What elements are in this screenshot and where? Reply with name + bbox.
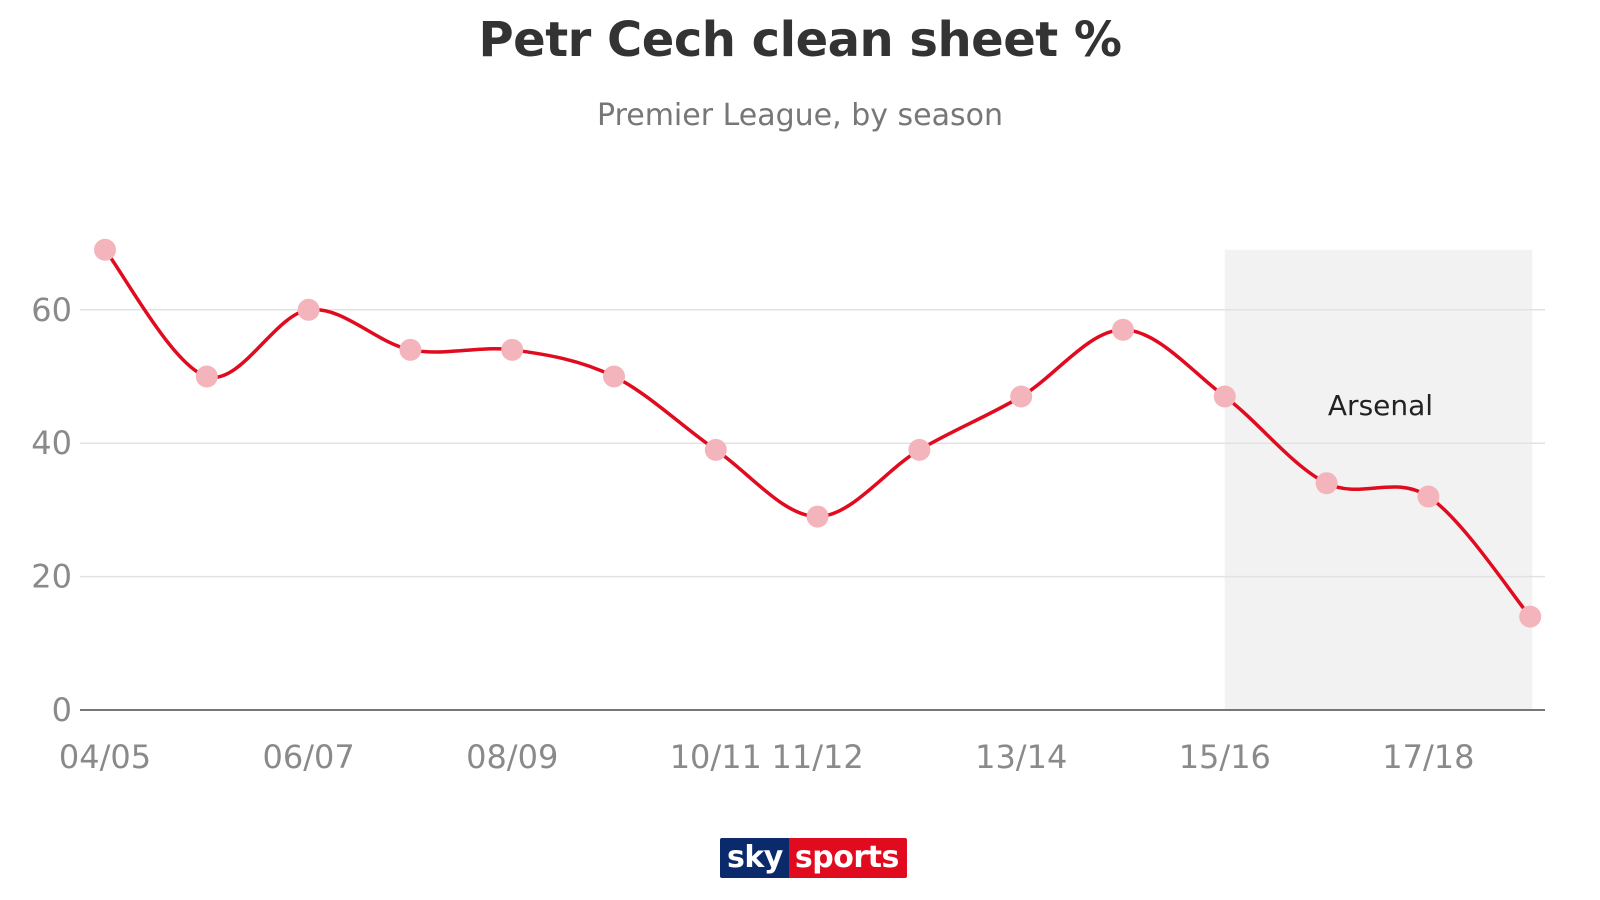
data-point — [501, 338, 524, 361]
x-tick-label: 15/16 — [1179, 738, 1271, 776]
logo-sky-text: sky — [720, 838, 789, 878]
y-tick-label: 0 — [52, 691, 72, 729]
data-point — [1213, 385, 1236, 408]
data-point — [704, 438, 727, 461]
highlight-region-layer: Arsenal — [1224, 249, 1533, 710]
data-point — [603, 365, 625, 388]
x-tick-label: 13/14 — [975, 738, 1067, 776]
data-point — [806, 505, 829, 528]
highlight-region — [1224, 249, 1533, 710]
x-tick-label: 10/11 — [670, 738, 762, 776]
x-tick-label: 06/07 — [262, 738, 354, 776]
sky-sports-logo: sky sports — [720, 838, 907, 878]
data-point — [1315, 472, 1338, 495]
x-tick-label: 04/05 — [59, 738, 151, 776]
data-point — [1112, 318, 1134, 341]
data-point — [1519, 605, 1542, 628]
data-point — [297, 298, 320, 321]
chart-title: Petr Cech clean sheet % — [478, 12, 1122, 68]
data-point — [195, 365, 218, 388]
logo-sports-text: sports — [788, 838, 907, 878]
data-point — [94, 238, 116, 261]
y-tick-label: 60 — [31, 291, 72, 329]
highlight-region-label: Arsenal — [1328, 389, 1433, 422]
y-tick-label: 40 — [31, 424, 72, 462]
data-point — [1010, 385, 1033, 408]
data-point — [399, 338, 422, 361]
x-tick-label: 11/12 — [771, 738, 863, 776]
y-tick-label: 20 — [31, 558, 72, 596]
data-point — [1417, 485, 1440, 508]
chart-subtitle: Premier League, by season — [597, 98, 1003, 133]
x-tick-label: 17/18 — [1382, 738, 1474, 776]
x-tick-label: 08/09 — [466, 738, 558, 776]
data-points — [94, 238, 1542, 628]
axis-labels: 0 20 40 60 04/05 06/07 08/09 10/11 11/12 13/14 15/… — [31, 291, 1474, 776]
data-point — [908, 438, 931, 461]
